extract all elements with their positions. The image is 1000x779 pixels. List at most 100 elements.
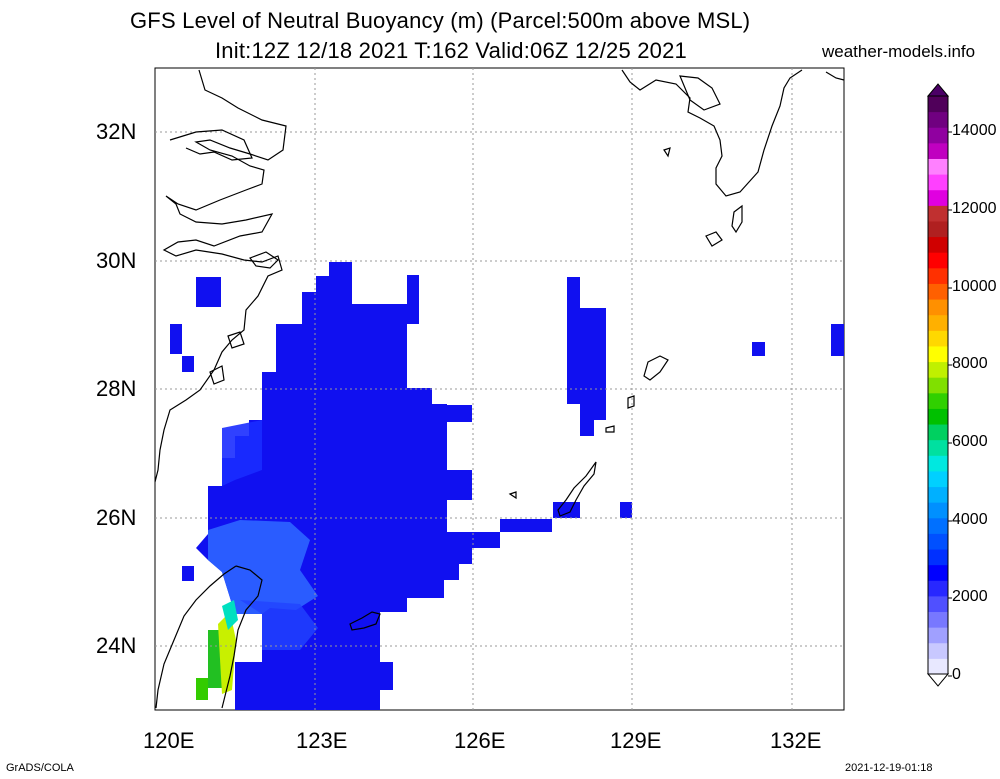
colorbar-segment (928, 564, 948, 581)
colorbar-segment (928, 330, 948, 347)
lnb-green-patch (196, 678, 208, 700)
colorbar-segment (928, 377, 948, 394)
footer-credit: GrADS/COLA (6, 762, 74, 774)
colorbar-segment (928, 205, 948, 222)
lon-label-132e: 132E (770, 728, 822, 753)
colorbar-ticks (948, 131, 952, 677)
island (663, 147, 671, 158)
lat-label-30n: 30N (96, 248, 137, 273)
colorbar-segment (928, 580, 948, 597)
colorbar-segment (928, 439, 948, 456)
lnb-patch (752, 342, 765, 356)
colorbar-segment (928, 611, 948, 628)
colorbar-segment (928, 174, 948, 191)
colorbar-label: 4000 (952, 511, 988, 528)
colorbar-segment (928, 283, 948, 300)
coast-detail (249, 251, 279, 269)
coast-detail (227, 331, 245, 349)
colorbar-top-arrow (926, 83, 950, 97)
colorbar-segment (928, 252, 948, 269)
island (731, 204, 743, 234)
lnb-patch (553, 502, 580, 518)
colorbar-segment (928, 314, 948, 331)
colorbar-segment (928, 502, 948, 519)
colorbar-segment (928, 517, 948, 534)
island (825, 71, 845, 81)
colorbar-segment (928, 189, 948, 206)
colorbar (928, 96, 948, 675)
colorbar-segment (928, 549, 948, 566)
colorbar-segment (928, 533, 948, 550)
colorbar-label: 10000 (952, 278, 997, 295)
ryukyu-island (643, 355, 669, 381)
colorbar-segment (928, 642, 948, 659)
colorbar-segment (928, 127, 948, 144)
lon-label-120e: 120E (143, 728, 195, 753)
lnb-high-values (196, 600, 238, 700)
colorbar-segment (928, 595, 948, 613)
colorbar-segment (928, 361, 948, 378)
colorbar-label: 14000 (952, 122, 997, 139)
lon-label-129e: 129E (610, 728, 662, 753)
colorbar-label: 2000 (952, 588, 988, 605)
colorbar-segment (928, 627, 948, 644)
colorbar-segment (928, 142, 948, 159)
lnb-east-strip (567, 277, 606, 436)
coastlines (154, 69, 845, 709)
lon-label-123e: 123E (296, 728, 348, 753)
colorbar-segment (928, 392, 948, 409)
lnb-light-area (222, 420, 262, 486)
chart-subtitle: Init:12Z 12/18 2021 T:162 Valid:06Z 12/2… (215, 38, 687, 63)
lnb-patch (620, 502, 632, 518)
lat-label-32n: 32N (96, 119, 137, 144)
lnb-patch (447, 405, 472, 422)
colorbar-segment (928, 424, 948, 441)
lat-label-24n: 24N (96, 633, 137, 658)
ryukyu-island (508, 491, 517, 500)
lnb-patch (170, 324, 182, 354)
china-coast (154, 69, 287, 483)
ryukyu-island (557, 461, 597, 517)
colorbar-segment (928, 96, 948, 113)
colorbar-bottom-arrow (926, 673, 950, 687)
lat-label-28n: 28N (96, 376, 137, 401)
grid (155, 68, 844, 710)
lnb-cyan-patch (222, 600, 238, 630)
ryukyu-island (627, 395, 635, 409)
colorbar-label: 8000 (952, 355, 988, 372)
taiwan (155, 565, 263, 709)
colorbar-segment (928, 236, 948, 253)
colorbar-label: 0 (952, 666, 961, 683)
colorbar-segment (928, 658, 948, 675)
coast-detail (169, 129, 253, 161)
chart-title: GFS Level of Neutral Buoyancy (m) (Parce… (130, 8, 751, 33)
lnb-light-shading (208, 420, 318, 650)
footer-timestamp: 2021-12-19-01:18 (845, 762, 933, 774)
colorbar-segment (928, 486, 948, 503)
colorbar-segment (928, 470, 948, 488)
colorbar-label: 12000 (952, 200, 997, 217)
lat-label-26n: 26N (96, 505, 137, 530)
kyushu (621, 69, 803, 197)
ryukyu-island (605, 425, 615, 433)
colorbar-segment (928, 299, 948, 316)
colorbar-segment (928, 111, 948, 128)
island (705, 231, 723, 247)
kyushu-detail (679, 75, 721, 111)
lon-label-126e: 126E (454, 728, 506, 753)
lnb-green-patch (208, 630, 222, 688)
colorbar-segment (928, 408, 948, 425)
site-label: weather-models.info (822, 42, 976, 61)
lnb-patch (196, 277, 221, 307)
coast-detail (209, 365, 225, 385)
colorbar-label: 6000 (952, 433, 988, 450)
lnb-patch (182, 356, 194, 372)
colorbar-segment (928, 158, 948, 175)
colorbar-segment (928, 455, 948, 472)
island (349, 611, 381, 631)
colorbar-segment (928, 345, 948, 363)
lnb-light-area (240, 600, 318, 650)
colorbar-segment (928, 267, 948, 284)
lnb-patch (831, 324, 844, 356)
